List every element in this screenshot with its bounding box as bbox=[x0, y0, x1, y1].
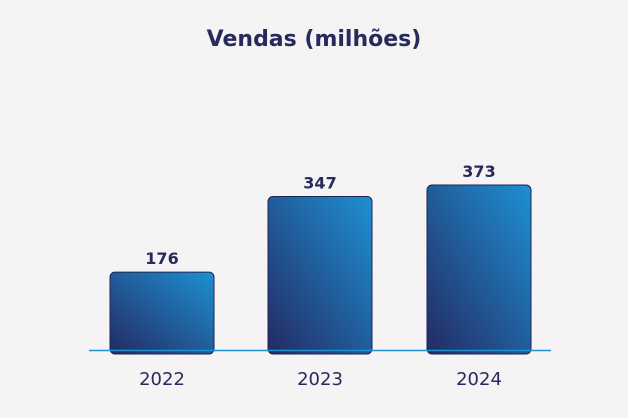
chart-title: Vendas (milhões) bbox=[207, 27, 422, 52]
tick-labels-group: 2022 2023 2024 bbox=[139, 369, 502, 390]
bar-2024 bbox=[426, 184, 532, 355]
x-tick-label-2022: 2022 bbox=[139, 369, 185, 390]
bar-2022 bbox=[109, 271, 215, 355]
value-label-2022: 176 bbox=[145, 249, 178, 268]
value-labels-group: 176 347 373 bbox=[145, 162, 495, 268]
bars-group bbox=[109, 184, 532, 355]
value-label-2023: 347 bbox=[303, 174, 336, 193]
value-label-2024: 373 bbox=[462, 162, 495, 181]
bar-2023 bbox=[267, 196, 373, 355]
x-tick-label-2023: 2023 bbox=[297, 369, 343, 390]
x-tick-label-2024: 2024 bbox=[456, 369, 502, 390]
